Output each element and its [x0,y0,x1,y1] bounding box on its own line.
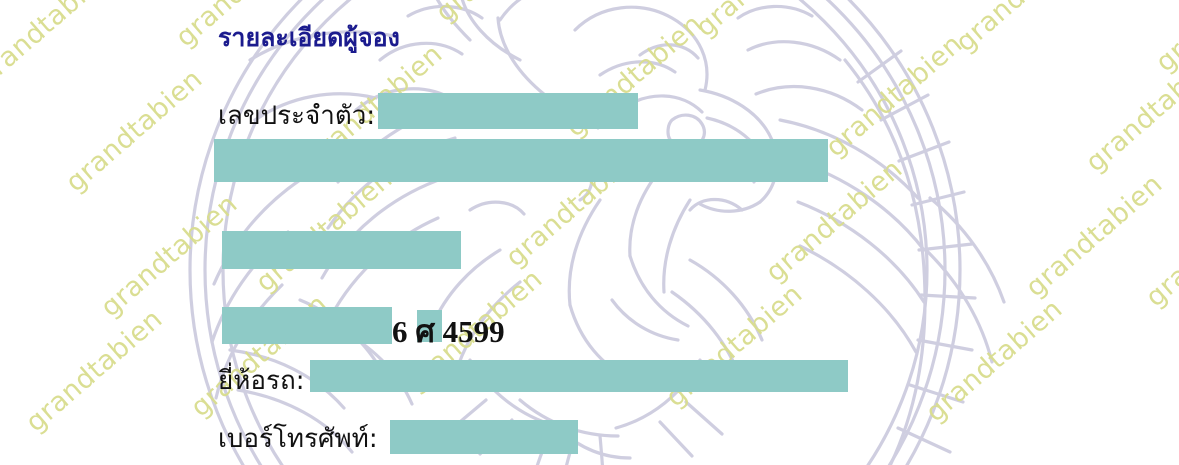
redaction-bar-license-plate [222,307,392,344]
field-label-phone-number: เบอร์โทรศัพท์: [218,424,378,454]
redaction-bar-car-brand [310,360,848,392]
redaction-bar-address-line-2 [222,231,461,269]
value-license-plate: 6 ศ 4599 [392,314,505,349]
redaction-bar-id-number [378,93,638,129]
field-label-car-brand: ยี่ห้อรถ: [218,366,305,396]
redaction-bar-address-line-1 [214,139,828,182]
redaction-bar-phone-number [390,420,578,454]
field-label-id-number: เลขประจำตัว: [218,101,376,131]
page-title: รายละเอียดผู้จอง [218,23,400,52]
